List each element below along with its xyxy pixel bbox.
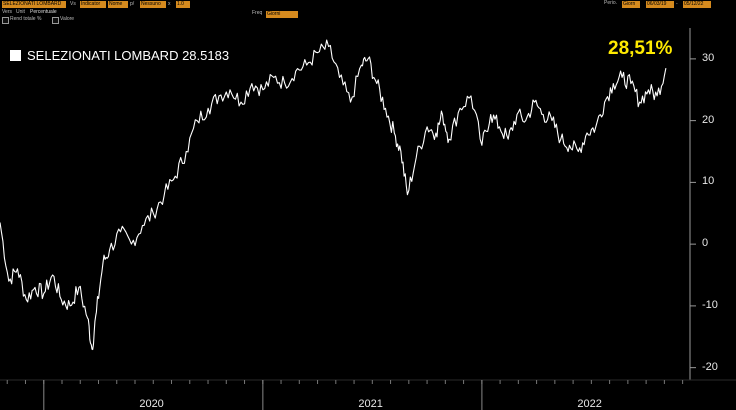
y-tick-label: -20 — [702, 360, 718, 373]
period-field[interactable]: Giorn — [622, 1, 640, 8]
y-tick-label: 10 — [702, 175, 715, 188]
p-field[interactable]: Nessuno — [140, 1, 166, 8]
x-tick-label: 2020 — [139, 398, 164, 410]
vs-field[interactable]: Indicator — [80, 1, 106, 8]
p-label: p/ — [130, 1, 135, 7]
legend-swatch — [10, 50, 21, 61]
y-tick-label: 20 — [702, 113, 715, 126]
value-checkbox[interactable] — [52, 17, 59, 24]
date-from-field[interactable]: 06/03/19 — [646, 1, 674, 8]
total-return-label: Rend totale % — [10, 16, 42, 22]
x-field[interactable]: 1.0 — [176, 1, 190, 8]
unit-field[interactable]: Percentuale — [30, 9, 57, 15]
y-tick-label: 0 — [702, 237, 709, 250]
date-to-field[interactable]: 05/12/22 — [683, 1, 711, 8]
x-tick-label: 2021 — [358, 398, 383, 410]
compare-field[interactable]: Nome — [108, 1, 128, 8]
value-label: Valore — [60, 16, 75, 22]
toolbar: SELEZIONATI LOMBARD Vs Indicator Nome p/… — [0, 0, 736, 24]
series-line — [0, 39, 667, 351]
total-return-checkbox[interactable] — [2, 17, 9, 24]
legend-label: SELEZIONATI LOMBARD 28.5183 — [27, 48, 230, 63]
freq-label: Freq — [252, 10, 263, 16]
row2-label-2: Unit — [16, 9, 25, 15]
row2-label-1: Vers — [2, 9, 13, 15]
date-sep: - — [676, 1, 678, 7]
y-tick-label: 30 — [702, 51, 715, 64]
last-value-callout: 28,51% — [608, 38, 673, 59]
x-tick-label: 2022 — [577, 398, 602, 410]
vs-label: Vs — [70, 1, 76, 7]
period-label: Perio. — [604, 0, 618, 6]
y-tick-label: -10 — [702, 298, 718, 311]
security-field[interactable]: SELEZIONATI LOMBARD — [2, 1, 66, 8]
freq-field[interactable]: Giorni — [266, 11, 298, 18]
x-label: x — [168, 1, 171, 7]
